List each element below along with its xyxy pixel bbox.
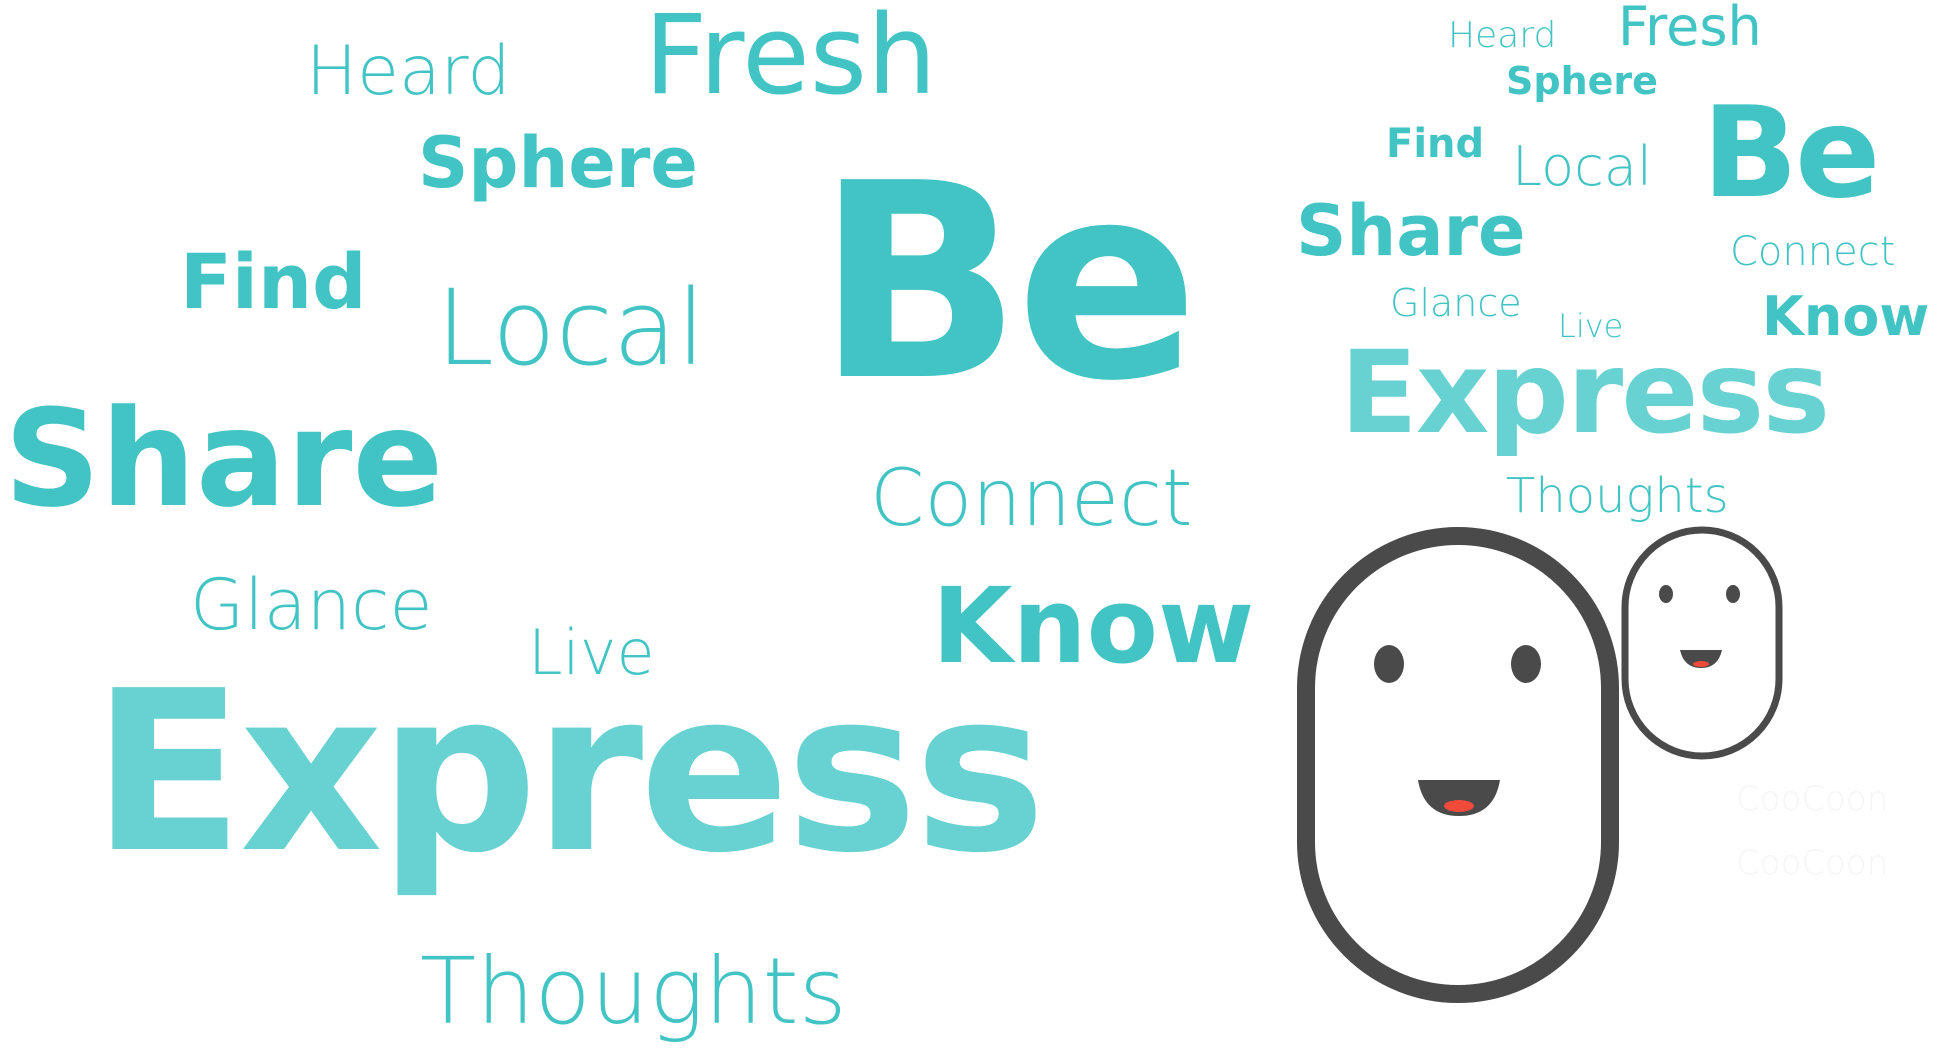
word-sphere-small: Sphere <box>1506 59 1658 103</box>
large-mascot-mouth <box>1418 780 1500 816</box>
small-mascot-mouth <box>1680 650 1722 668</box>
word-fresh-small: Fresh <box>1618 0 1762 58</box>
watermark-text: CooCoon <box>1736 843 1889 883</box>
watermark-text: CooCoon <box>1736 779 1889 819</box>
word-express: Express <box>92 644 1046 902</box>
large-mascot-tongue <box>1444 800 1474 812</box>
small-mascot-body <box>1621 526 1783 760</box>
word-glance: Glance <box>190 564 433 646</box>
word-know: Know <box>932 565 1255 687</box>
word-find-small: Find <box>1386 121 1485 167</box>
word-connect-small: Connect <box>1730 229 1896 275</box>
word-thoughts: Thoughts <box>420 938 847 1045</box>
word-local-small: Local <box>1512 135 1652 198</box>
word-find: Find <box>180 237 367 326</box>
word-share-small: Share <box>1296 190 1526 272</box>
word-fresh: Fresh <box>644 0 937 119</box>
word-heard-small: Heard <box>1448 15 1557 56</box>
word-express-small: Express <box>1340 326 1830 459</box>
word-glance-small: Glance <box>1390 281 1522 325</box>
large-mascot-left-eye <box>1374 645 1404 683</box>
word-share: Share <box>4 381 444 537</box>
word-be: Be <box>816 125 1199 440</box>
word-be-small: Be <box>1702 79 1880 226</box>
word-local: Local <box>436 267 706 389</box>
word-heard: Heard <box>306 32 511 111</box>
small-mascot-tongue <box>1693 661 1709 667</box>
small-mascot-icon <box>1621 526 1783 760</box>
small-mascot-right-eye <box>1726 585 1740 603</box>
large-mascot-body <box>1297 527 1619 1003</box>
word-know-small: Know <box>1762 285 1930 348</box>
small-mascot-left-eye <box>1659 585 1673 603</box>
word-live: Live <box>528 616 655 689</box>
word-connect: Connect <box>870 454 1193 544</box>
large-mascot-right-eye <box>1511 645 1541 683</box>
word-thoughts-small: Thoughts <box>1506 468 1729 524</box>
word-sphere: Sphere <box>418 122 698 204</box>
word-live-small: Live <box>1558 307 1624 345</box>
large-mascot-icon <box>1297 527 1619 1003</box>
